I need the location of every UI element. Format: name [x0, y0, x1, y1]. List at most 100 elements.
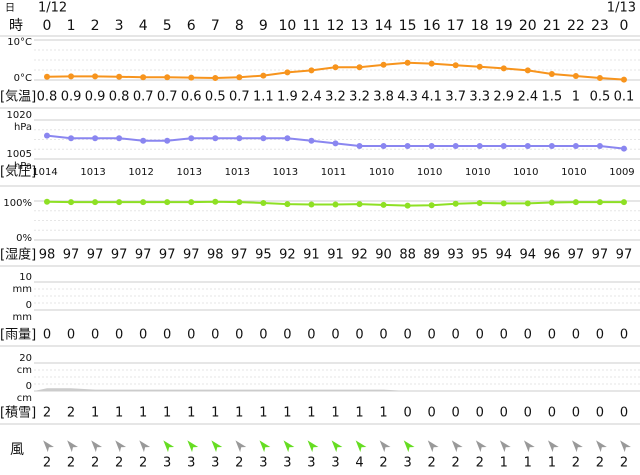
wind-speed: 3: [259, 456, 267, 471]
wind-speed: 3: [163, 456, 171, 471]
hour: 12: [327, 18, 345, 34]
point: [116, 135, 123, 142]
wind-speed: 3: [307, 456, 315, 471]
value-label: 0: [500, 406, 508, 421]
value-label: 1014: [32, 167, 57, 178]
point: [332, 64, 339, 71]
point: [116, 199, 123, 206]
point: [236, 135, 243, 142]
point: [284, 201, 291, 208]
value-label: 1: [115, 406, 123, 421]
tick-label: 0°C: [14, 73, 32, 84]
value-label: 0.8: [37, 90, 58, 105]
point: [164, 74, 171, 81]
point: [428, 143, 435, 149]
wind-arrow: [523, 440, 535, 453]
point: [140, 199, 147, 206]
wind-speed: 3: [331, 456, 339, 471]
wind-speed: 2: [139, 456, 147, 471]
wind-arrow: [427, 440, 439, 453]
hour: 20: [519, 18, 537, 34]
wind-arrow: [139, 440, 151, 453]
point: [188, 74, 195, 81]
point: [596, 75, 603, 81]
point: [260, 135, 267, 142]
value-label: 90: [375, 248, 392, 263]
value-label: 91: [327, 248, 344, 263]
value-label: 97: [568, 248, 585, 263]
value-label: 0: [163, 328, 171, 343]
value-label: 1010: [417, 167, 442, 178]
wind-speed: 2: [452, 456, 460, 471]
value-label: 1: [572, 90, 580, 105]
value-label: 0: [427, 406, 435, 421]
point: [524, 143, 531, 149]
tick-label: 1005: [7, 149, 32, 160]
wind-arrow: [572, 440, 583, 453]
wind-arrow: [596, 440, 607, 453]
value-label: 1: [307, 406, 315, 421]
wind-arrow: [379, 440, 391, 453]
value-label: 0: [620, 406, 628, 421]
value-label: 3.2: [349, 90, 370, 105]
value-label: 0.7: [133, 90, 154, 105]
tick-unit: cm: [17, 393, 32, 404]
value-label: 0: [572, 406, 580, 421]
value-label: 2.9: [493, 90, 514, 105]
point: [620, 199, 627, 206]
value-label: 0.9: [61, 90, 82, 105]
hour: 16: [423, 18, 441, 34]
value-label: 2: [67, 406, 75, 421]
hour: 18: [471, 18, 489, 34]
point: [548, 199, 555, 206]
point: [620, 76, 627, 83]
wind-speed: 2: [620, 456, 628, 471]
value-label: 95: [471, 248, 488, 263]
value-label: 0: [355, 328, 363, 343]
value-label: 0: [572, 328, 580, 343]
value-label: 98: [39, 248, 56, 263]
point: [332, 201, 339, 208]
point: [92, 199, 99, 206]
value-label: 4.1: [421, 90, 442, 105]
value-label: 96: [544, 248, 561, 263]
point: [332, 140, 339, 147]
wind-arrow: [283, 440, 295, 453]
point: [260, 199, 267, 206]
hour: 13: [351, 18, 369, 34]
point: [596, 143, 603, 149]
value-label: 0: [476, 328, 484, 343]
point: [92, 73, 99, 80]
wind-speed: 2: [379, 456, 387, 471]
hour: 8: [235, 18, 244, 34]
value-label: 0: [259, 328, 267, 343]
tick-unit: mm: [13, 284, 32, 295]
hour: 2: [91, 18, 100, 34]
value-label: 1013: [80, 167, 105, 178]
point: [44, 132, 50, 139]
value-label: 94: [520, 248, 537, 263]
value-label: 1010: [513, 167, 538, 178]
value-label: 1: [235, 406, 243, 421]
point: [44, 73, 50, 80]
tick-unit: mm: [13, 312, 32, 323]
wind-arrow: [499, 440, 511, 453]
day-label: 日: [5, 3, 15, 14]
hour-label: 時: [9, 18, 23, 34]
value-label: 1: [379, 406, 387, 421]
value-label: 1.1: [253, 90, 274, 105]
wind-speed: 2: [43, 456, 51, 471]
value-label: 0: [91, 328, 99, 343]
value-label: 0: [452, 406, 460, 421]
wind-speed: 3: [187, 456, 195, 471]
point: [356, 143, 363, 149]
value-label: 88: [399, 248, 416, 263]
hour: 0: [619, 18, 628, 34]
point: [524, 200, 531, 207]
point: [452, 143, 459, 149]
wind-arrow: [620, 440, 631, 453]
hour: 5: [163, 18, 172, 34]
point: [356, 201, 363, 208]
value-label: 1: [283, 406, 291, 421]
point: [620, 145, 627, 152]
